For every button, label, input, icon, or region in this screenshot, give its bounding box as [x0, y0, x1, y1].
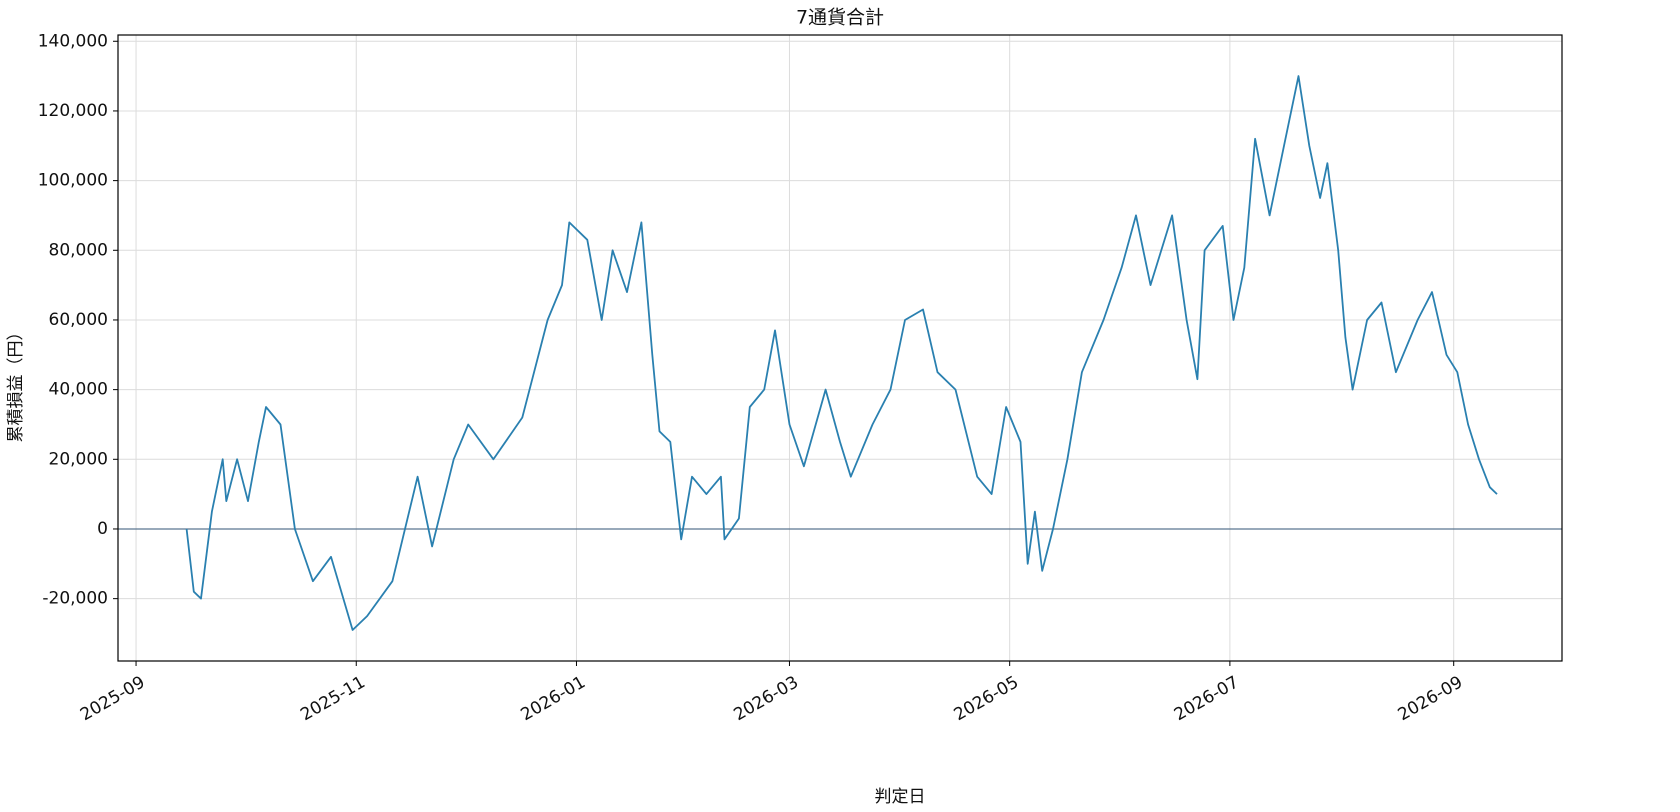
y-tick-label: 60,000 — [49, 310, 108, 330]
chart-title: 7通貨合計 — [796, 7, 884, 29]
y-tick-label: 100,000 — [38, 171, 108, 191]
y-axis-label: 累積損益（円） — [6, 324, 26, 443]
x-tick-label: 2026-03 — [730, 672, 802, 725]
y-tick-label: 80,000 — [49, 240, 108, 260]
y-tick-label: 140,000 — [38, 31, 108, 51]
x-tick-label: 2026-07 — [1171, 672, 1243, 725]
x-tick-label: 2026-05 — [951, 672, 1023, 725]
line-series — [185, 75, 1498, 631]
y-tick-label: 40,000 — [49, 380, 108, 400]
x-tick-label: 2025-11 — [297, 672, 369, 725]
x-axis-label: 判定日 — [875, 787, 926, 807]
y-tick-label: 0 — [97, 519, 108, 539]
x-tick-label: 2026-09 — [1395, 672, 1467, 725]
y-tick-label: 120,000 — [38, 101, 108, 121]
x-tick-label: 2025-09 — [77, 672, 149, 725]
x-tick-label: 2026-01 — [517, 672, 589, 725]
plot-frame — [117, 34, 1563, 662]
y-tick-label: 20,000 — [49, 449, 108, 469]
y-tick-label: -20,000 — [42, 589, 108, 609]
